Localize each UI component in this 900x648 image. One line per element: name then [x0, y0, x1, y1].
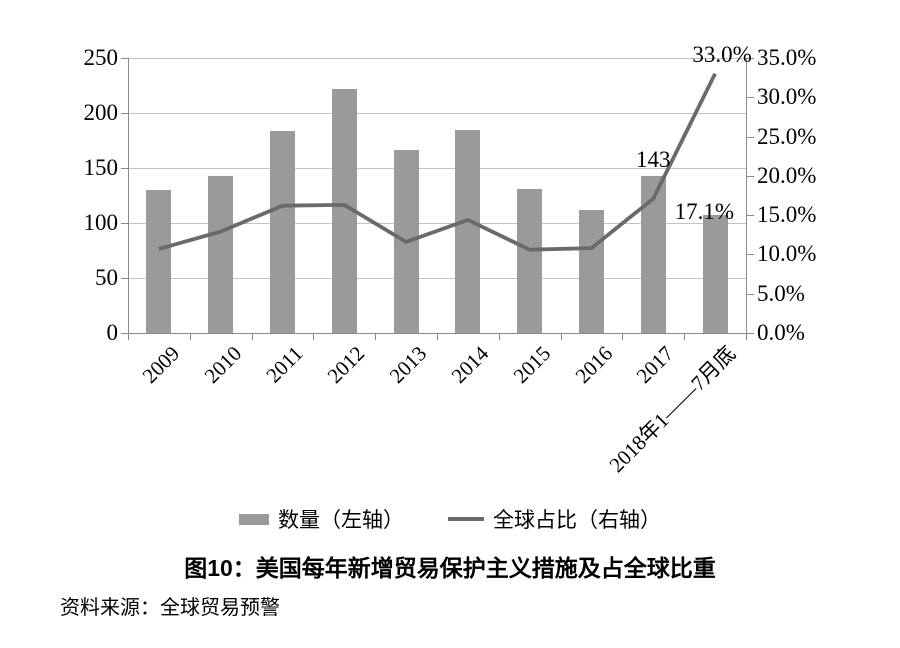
bar-2014 [455, 129, 481, 333]
right-axis-tick [747, 136, 754, 138]
x-axis-tick [313, 334, 315, 340]
legend-label-share: 全球占比（右轴） [493, 508, 661, 532]
bar-2012 [331, 88, 357, 333]
left-axis-tick [121, 278, 128, 279]
bar-2017 [640, 175, 666, 333]
bar-2015 [517, 188, 543, 333]
bar-2016 [579, 209, 604, 333]
legend-item-quantity: 数量（左轴） [239, 504, 404, 534]
left-axis-tick-label-0: 0 [106, 320, 119, 345]
annotation-143: 143 [636, 146, 671, 172]
x-axis-tick [251, 334, 253, 340]
left-axis-tick-label-200: 200 [83, 100, 119, 125]
annotation-33.0%: 33.0% [692, 41, 752, 67]
x-axis-tick [622, 334, 624, 340]
left-axis-tick [121, 333, 128, 334]
left-axis-tick [121, 58, 128, 59]
right-axis-tick-label-30.0%: 30.0% [757, 84, 817, 110]
legend-item-share: 全球占比（右轴） [448, 504, 661, 534]
x-axis-tick [128, 334, 129, 340]
x-tick-label-2010: 2010 [199, 341, 246, 388]
x-tick-label-2017: 2017 [631, 341, 679, 388]
right-axis-tick-label-35.0%: 35.0% [757, 45, 817, 70]
right-axis-tick [747, 58, 754, 59]
right-axis-tick [747, 215, 754, 217]
x-axis-tick [560, 334, 562, 340]
x-tick-label-2014: 2014 [446, 341, 494, 388]
gridline [128, 112, 746, 114]
x-tick-label-2009: 2009 [137, 341, 185, 388]
gridline [128, 57, 746, 59]
right-axis-tick-label-20.0%: 20.0% [757, 162, 817, 188]
legend: 数量（左轴） 全球占比（右轴） [0, 504, 900, 534]
right-axis-tick-label-25.0%: 25.0% [757, 123, 817, 149]
bar-swatch-icon [239, 513, 269, 525]
left-axis-tick [121, 223, 128, 224]
left-axis-tick [121, 168, 128, 169]
left-axis-tick-label-250: 250 [83, 45, 119, 70]
x-axis-tick [437, 334, 438, 340]
line-swatch-icon [448, 517, 484, 521]
left-axis-tick-label-50: 50 [95, 265, 118, 290]
annotation-17.1%: 17.1% [674, 198, 735, 224]
x-axis-tick [498, 334, 500, 340]
x-axis-tick [746, 334, 747, 340]
gridline [128, 277, 746, 279]
x-tick-label-2012: 2012 [322, 341, 370, 388]
right-axis-line [746, 58, 747, 333]
bar-2011 [270, 130, 295, 333]
right-axis-tick-label-5.0%: 5.0% [757, 280, 805, 306]
x-tick-label-2016: 2016 [570, 341, 617, 388]
x-tick-label-2013: 2013 [384, 341, 432, 388]
right-axis-tick [747, 293, 754, 295]
left-axis-tick-label-150: 150 [83, 155, 119, 180]
x-tick-label-2015: 2015 [508, 341, 555, 388]
right-axis-tick [747, 333, 754, 334]
right-axis-tick [747, 175, 754, 177]
bottom-axis-line [128, 333, 747, 334]
x-axis-tick [375, 334, 377, 340]
right-axis-tick-label-0.0%: 0.0% [757, 320, 805, 345]
x-tick-label-2011: 2011 [261, 341, 308, 388]
right-axis-tick-label-15.0%: 15.0% [757, 202, 817, 228]
bar-2013 [393, 150, 419, 333]
left-axis-line [128, 58, 129, 333]
right-axis-tick [747, 97, 754, 99]
left-axis-tick [121, 113, 128, 114]
bar-2009 [146, 190, 172, 333]
source-note: 资料来源：全球贸易预警 [60, 597, 280, 619]
legend-label-quantity: 数量（左轴） [278, 508, 404, 532]
x-axis-tick [684, 334, 686, 340]
bar-2010 [208, 175, 234, 333]
x-axis-tick [189, 334, 191, 340]
left-axis-tick-label-100: 100 [83, 210, 119, 235]
bar-2018年1——7月底 [702, 215, 728, 333]
right-axis-tick [747, 254, 754, 256]
right-axis-tick-label-10.0%: 10.0% [757, 241, 817, 267]
figure-caption: 图10：美国每年新增贸易保护主义措施及占全球比重 [184, 555, 716, 581]
